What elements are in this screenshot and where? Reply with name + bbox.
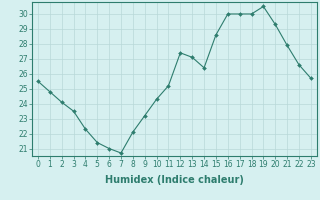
X-axis label: Humidex (Indice chaleur): Humidex (Indice chaleur): [105, 175, 244, 185]
